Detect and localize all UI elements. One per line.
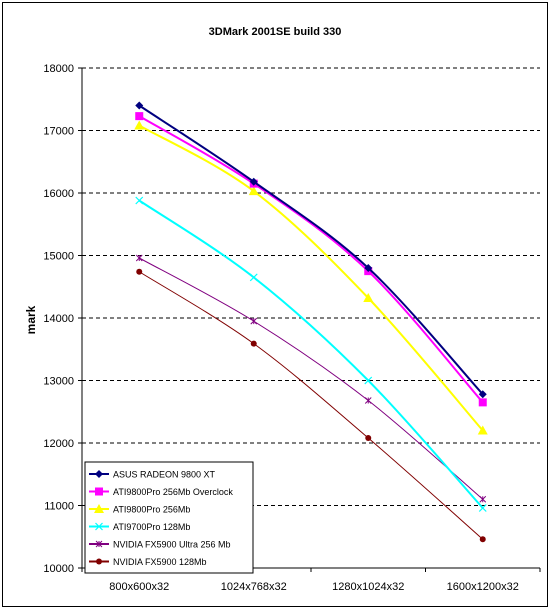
y-tick-labels: 10000 11000 12000 13000 14000 15000 16000 17000…	[43, 63, 74, 575]
legend-label: NVIDIA FX5900 Ultra 256 Mb	[113, 540, 231, 550]
data-point	[478, 504, 487, 512]
legend: ASUS RADEON 9800 XT ATI9800Pro 256Mb Over…	[84, 461, 254, 574]
series-line	[139, 257, 484, 500]
series-lines	[134, 101, 488, 543]
legend-label: ATI9800Pro 256Mb	[113, 505, 190, 515]
series-line	[138, 104, 484, 395]
legend-marker	[95, 470, 103, 478]
legend-label: ASUS RADEON 9800 XT	[113, 470, 216, 480]
data-point	[135, 254, 143, 262]
data-point	[136, 268, 143, 275]
data-point	[478, 398, 487, 407]
data-point	[364, 397, 372, 404]
y-tick-label: 15000	[43, 251, 74, 263]
data-point	[364, 264, 373, 272]
data-point	[250, 340, 257, 347]
data-point	[479, 495, 487, 503]
legend-label: ATI9700Pro 128Mb	[113, 522, 190, 532]
data-point	[249, 177, 258, 186]
data-point	[135, 196, 144, 205]
legend-item: ATI9700Pro 128Mb	[89, 522, 190, 532]
legend-item: NVIDIA FX5900 128Mb	[89, 557, 207, 567]
series	[135, 112, 487, 407]
data-point	[250, 317, 258, 325]
x-tick-label: 800x600x32	[109, 581, 169, 593]
series-line	[138, 271, 484, 540]
data-point	[363, 293, 374, 302]
legend-item: ATI9800Pro 256Mb Overclock	[89, 487, 233, 497]
legend-item: NVIDIA FX5900 Ultra 256 Mb	[89, 540, 231, 550]
data-point	[248, 186, 259, 196]
data-point	[135, 112, 144, 121]
data-point	[134, 120, 145, 130]
data-point	[479, 536, 486, 543]
data-point	[135, 101, 144, 110]
x-tick-labels: 800x600x32 1024x768x32 1280x1024x32 1600x12…	[109, 581, 519, 593]
y-tick-label: 10000	[43, 563, 74, 575]
data-point	[477, 425, 488, 435]
legend-marker	[94, 504, 104, 513]
y-axis-label: mark	[24, 305, 38, 334]
series	[134, 120, 488, 435]
x-tick-label: 1600x1200x32	[447, 581, 519, 593]
y-tick-label: 11000	[44, 501, 74, 513]
legend-label: ATI9800Pro 256Mb Overclock	[113, 487, 233, 497]
y-tick-label: 13000	[43, 376, 74, 388]
data-point	[249, 273, 258, 282]
y-tick-label: 12000	[43, 438, 74, 450]
y-tick-label: 16000	[43, 188, 74, 200]
series-line	[138, 199, 484, 509]
legend-box	[84, 461, 254, 574]
y-tick-label: 17000	[43, 126, 74, 138]
x-tick-label: 1280x1024x32	[332, 581, 404, 593]
data-point	[478, 390, 487, 399]
series-line	[138, 124, 484, 432]
series	[135, 254, 487, 503]
legend-label: NVIDIA FX5900 128Mb	[113, 557, 207, 567]
legend-marker	[95, 487, 103, 496]
series-line	[138, 115, 484, 404]
x-tick-label: 1024x768x32	[221, 581, 287, 593]
y-tick-label: 18000	[43, 63, 74, 75]
chart-title: 3DMark 2001SE build 330	[209, 26, 342, 38]
series	[135, 196, 487, 512]
legend-marker	[96, 558, 102, 565]
legend-item: ASUS RADEON 9800 XT	[89, 470, 216, 480]
series	[136, 268, 486, 543]
legend-marker	[95, 522, 103, 531]
legend-marker	[95, 540, 103, 548]
data-point	[364, 376, 373, 385]
y-tick-label: 14000	[43, 313, 74, 325]
series	[135, 101, 487, 399]
data-point	[365, 435, 372, 441]
legend-item: ATI9800Pro 256Mb	[89, 504, 190, 515]
